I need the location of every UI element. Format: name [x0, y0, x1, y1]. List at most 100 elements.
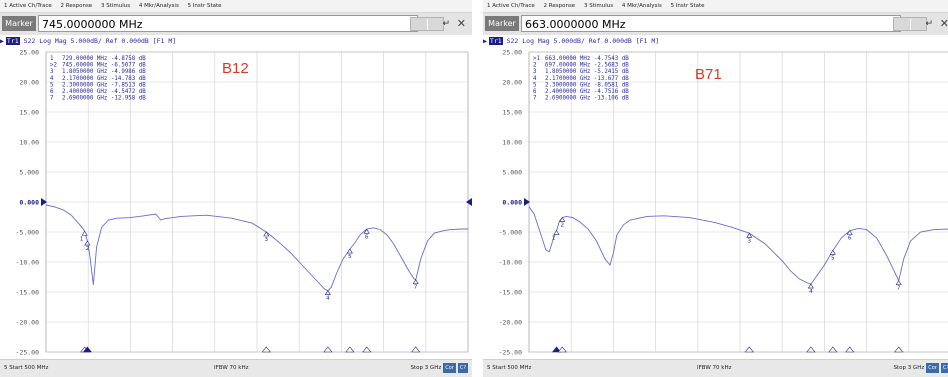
trace-plot: 25.00 20.00 15.00 10.00 5.000 0.000 -5.000 -10.… — [499, 49, 948, 357]
y-tick-label: 25.00 — [502, 49, 522, 57]
trace-marker-label: 5 — [831, 255, 835, 261]
trace-marker-label: 4 — [326, 296, 330, 302]
trace-marker[interactable] — [346, 248, 353, 254]
stimulus-marker[interactable] — [323, 346, 333, 353]
trace-marker-label: 2 — [86, 246, 90, 252]
menu-stimulus[interactable]: 3 Stimulus — [583, 3, 614, 9]
trace-marker[interactable] — [84, 240, 91, 246]
trace-marker-label: 2 — [561, 222, 565, 228]
trace-marker[interactable] — [412, 279, 419, 285]
trace-marker[interactable] — [81, 230, 88, 236]
stimulus-marker[interactable] — [828, 346, 838, 353]
menu-instr-state[interactable]: 5 Instr State — [187, 3, 222, 9]
trace-marker-label: 4 — [809, 289, 813, 295]
close-icon[interactable]: ✕ — [456, 17, 466, 30]
trace-marker-label: 6 — [365, 234, 369, 240]
marker-table-row: 2.6900000 GHz -12.958 dB — [62, 96, 146, 102]
trace-tag[interactable]: Tr1 — [488, 37, 503, 45]
marker-table-index: 3 — [50, 69, 54, 75]
marker-table-index: 6 — [533, 89, 537, 95]
reference-level-marker-icon[interactable] — [41, 198, 47, 206]
band-label: B12 — [222, 60, 249, 77]
trace-marker-label: 5 — [348, 254, 352, 260]
trace-marker[interactable] — [553, 229, 560, 235]
trace-tag[interactable]: Tr1 — [5, 37, 20, 45]
y-tick-label: 10.00 — [502, 139, 522, 147]
trace-settings: S22 Log Mag 5.000dB/ Ref 0.000dB [F1 M] — [23, 37, 177, 45]
ifbw[interactable]: IFBW 70 kHz — [214, 365, 249, 371]
y-tick-label: -10.00 — [16, 259, 40, 267]
stop-frequency[interactable]: Stop 3 GHz — [410, 365, 442, 371]
stimulus-marker[interactable] — [845, 346, 855, 353]
menu-mkr-analysis[interactable]: 4 Mkr/Analysis — [621, 3, 662, 9]
y-tick-label: -15.00 — [16, 289, 40, 297]
reference-level-marker-icon[interactable] — [524, 198, 530, 206]
y-tick-label: 15.00 — [19, 109, 39, 117]
trace-marker-label: 7 — [897, 286, 901, 292]
marker-spin-buttons[interactable] — [410, 17, 444, 31]
stimulus-marker[interactable] — [744, 346, 754, 353]
stimulus-marker[interactable] — [345, 346, 355, 353]
trace-marker[interactable] — [807, 283, 814, 289]
start-frequency[interactable]: 5 Start 500 MHz — [487, 365, 532, 371]
marker-entry-bar: Marker 2 745.0000000 MHz ↵ ✕ — [0, 13, 472, 43]
marker-entry-bar: Marker 1 663.0000000 MHz ↵ ✕ — [483, 13, 948, 43]
marker-table-row: 663.00000 MHz -4.7543 dB — [545, 56, 629, 62]
status-bar: 5 Start 500 MHz IFBW 70 kHz Stop 3 GHz Co… — [0, 359, 472, 377]
marker-table-row: 697.00000 MHz -2.5683 dB — [545, 63, 629, 69]
trace-marker-label: 3 — [265, 237, 269, 243]
menu-bar: 1 Active Ch/Trace 2 Response 3 Stimulus … — [483, 0, 948, 13]
enter-icon[interactable]: ↵ — [442, 19, 450, 29]
ifbw[interactable]: IFBW 70 kHz — [697, 365, 732, 371]
trace-marker[interactable] — [746, 232, 753, 238]
marker-table-row: 2.3000000 GHz -7.8513 dB — [62, 82, 146, 88]
stimulus-marker[interactable] — [894, 346, 904, 353]
menu-active-ch-trace[interactable]: 1 Active Ch/Trace — [487, 3, 535, 9]
marker-table-index: >2 — [50, 63, 57, 69]
trace-marker[interactable] — [895, 280, 902, 285]
marker-table-index: 5 — [50, 82, 54, 88]
stimulus-marker[interactable] — [806, 346, 816, 353]
start-frequency[interactable]: 5 Start 500 MHz — [4, 365, 49, 371]
y-tick-label: 5.000 — [502, 169, 522, 177]
trace-marker[interactable] — [324, 290, 331, 295]
marker-spin-buttons[interactable] — [893, 17, 927, 31]
close-icon[interactable]: ✕ — [939, 17, 948, 30]
stimulus-marker[interactable] — [557, 346, 567, 353]
active-trace-arrow-icon: ▶ — [0, 37, 4, 45]
trace-marker[interactable] — [559, 216, 566, 222]
menu-active-ch-trace[interactable]: 1 Active Ch/Trace — [4, 3, 52, 9]
trace-marker-label: 3 — [748, 238, 752, 244]
marker-table-row: 729.00000 MHz -4.8758 dB — [62, 56, 146, 62]
left-analyzer-window: 1 Active Ch/Trace 2 Response 3 Stimulus … — [0, 0, 472, 377]
menu-response[interactable]: 2 Response — [60, 3, 93, 9]
menu-stimulus[interactable]: 3 Stimulus — [100, 3, 131, 9]
trace-settings: S22 Log Mag 5.000dB/ Ref 0.000dB [F1 M] — [506, 37, 660, 45]
enter-icon[interactable]: ↵ — [925, 19, 933, 29]
trace-marker[interactable] — [846, 229, 853, 235]
stimulus-marker[interactable] — [362, 346, 372, 353]
marker-value-field[interactable]: 745.0000000 MHz — [38, 15, 418, 32]
trace-marker[interactable] — [363, 228, 370, 234]
stimulus-marker[interactable] — [411, 346, 421, 353]
trace-marker[interactable] — [263, 231, 270, 237]
trace-marker-label: 6 — [848, 236, 852, 242]
y-tick-label: -25.00 — [16, 349, 40, 357]
reference-level-marker-right-icon[interactable] — [466, 198, 472, 206]
right-analyzer-window: 1 Active Ch/Trace 2 Response 3 Stimulus … — [483, 0, 948, 377]
trace-plot: 25.00 20.00 15.00 10.00 5.000 0.000 -5.000 -10.… — [16, 49, 472, 357]
menu-response[interactable]: 2 Response — [543, 3, 576, 9]
menu-instr-state[interactable]: 5 Instr State — [670, 3, 705, 9]
marker-value-field[interactable]: 663.0000000 MHz — [521, 15, 901, 32]
stop-frequency[interactable]: Stop 3 GHz — [893, 365, 925, 371]
stimulus-marker[interactable] — [261, 346, 271, 353]
trace-marker[interactable] — [829, 249, 836, 255]
y-tick-label: -15.00 — [499, 289, 523, 297]
stimulus-marker[interactable] — [551, 346, 562, 353]
y-tick-label: 25.00 — [19, 49, 39, 57]
marker-table-row: 2.1700000 GHz -14.783 dB — [62, 76, 146, 82]
menu-mkr-analysis[interactable]: 4 Mkr/Analysis — [138, 3, 179, 9]
band-label: B71 — [695, 66, 722, 83]
stimulus-marker[interactable] — [82, 346, 92, 353]
marker-table-index: 6 — [50, 89, 54, 95]
